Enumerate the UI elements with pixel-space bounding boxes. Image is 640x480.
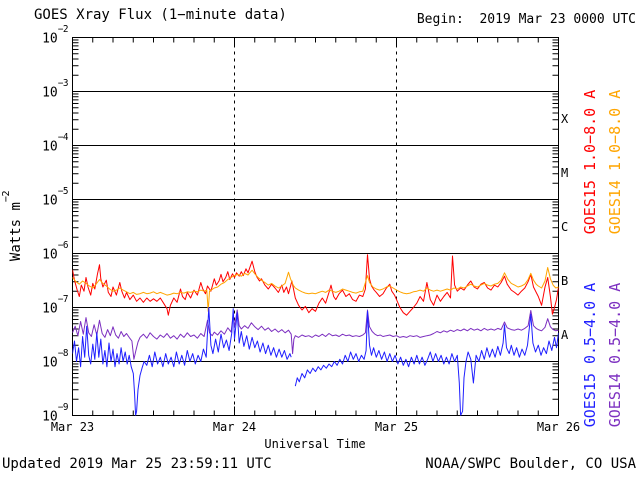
trace-goes15-0-5-4-0-a	[294, 310, 559, 416]
x-tick-label: Mar 26	[536, 420, 581, 434]
x-tick-label: Mar 25	[374, 420, 419, 434]
y-tick-label: 10−5	[42, 186, 68, 208]
y-tick-label: 10−2	[42, 24, 68, 46]
y-tick-label: 10−4	[42, 132, 68, 154]
trace-goes15-0-5-4-0-a	[72, 307, 292, 416]
legend-label-goes15-0-5-4-0-a: GOES15 0.5−4.0 A	[581, 282, 599, 428]
flare-class-letter-b: B	[561, 273, 569, 288]
flare-class-letter-x: X	[561, 111, 569, 126]
flare-class-letter-m: M	[561, 165, 569, 180]
flare-class-letter-a: A	[561, 327, 569, 342]
trace-goes14-0-5-4-0-a	[72, 309, 559, 360]
x-tick-label: Mar 24	[212, 420, 257, 434]
x-axis-title: Universal Time	[264, 437, 366, 451]
legend-label-goes15-1-0-8-0-a: GOES15 1.0−8.0 A	[581, 89, 599, 235]
y-tick-label: 10−7	[42, 294, 68, 316]
plot-frame	[72, 37, 559, 416]
begin-timestamp: Begin: 2019 Mar 23 0000 UTC	[416, 12, 636, 27]
y-axis-title-exponent: −2	[1, 190, 13, 203]
trace-goes14-1-0-8-0-a	[72, 267, 559, 312]
chart-title: GOES Xray Flux (1−minute data)	[34, 7, 287, 23]
y-tick-label: 10−8	[42, 348, 68, 370]
y-tick-label: 10−3	[42, 78, 68, 100]
legend-label-goes14-0-5-4-0-a: GOES14 0.5−4.0 A	[606, 282, 624, 428]
y-tick-label: 10−9	[42, 402, 68, 424]
credit-text: NOAA/SWPC Boulder, CO USA	[425, 456, 636, 472]
trace-goes15-1-0-8-0-a	[72, 254, 559, 316]
y-tick-label: 10−6	[42, 240, 68, 262]
updated-timestamp: Updated 2019 Mar 25 23:59:11 UTC	[2, 456, 272, 472]
x-tick-label: Mar 23	[50, 420, 95, 434]
legend-label-goes14-1-0-8-0-a: GOES14 1.0−8.0 A	[606, 89, 624, 235]
flare-class-letter-c: C	[561, 219, 569, 234]
